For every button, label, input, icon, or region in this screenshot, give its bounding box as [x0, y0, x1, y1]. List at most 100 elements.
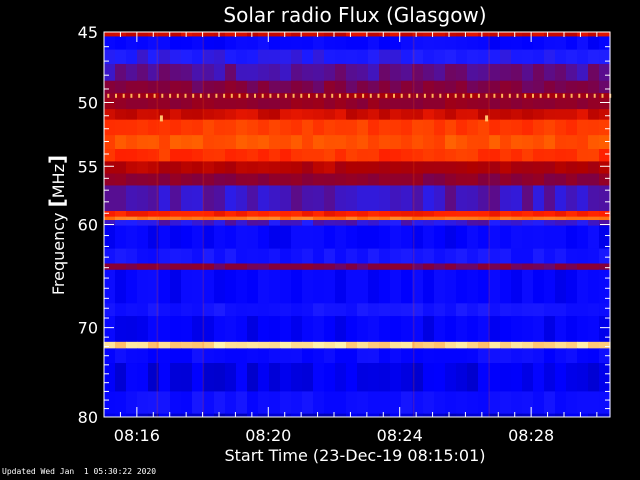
- heatmap-cell: [148, 348, 160, 364]
- heatmap-cell: [423, 161, 435, 174]
- heatmap-cell: [478, 248, 490, 264]
- heatmap-dot: [107, 93, 110, 98]
- heatmap-cell: [291, 248, 303, 264]
- heatmap-cell: [236, 135, 248, 150]
- heatmap-cell: [588, 49, 600, 65]
- heatmap-cell: [214, 109, 226, 121]
- heatmap-cell: [236, 63, 248, 82]
- heatmap-cell: [379, 210, 391, 218]
- heatmap-cell: [192, 32, 204, 37]
- heatmap-cell: [467, 413, 479, 418]
- heatmap-cell: [137, 185, 149, 212]
- heatmap-dot: [300, 93, 303, 98]
- heatmap-cell: [159, 269, 171, 304]
- heatmap-cell: [115, 220, 127, 227]
- heatmap-cell: [236, 210, 248, 218]
- heatmap-cell: [137, 32, 149, 37]
- heatmap-cell: [368, 210, 380, 218]
- heatmap-cell: [280, 36, 292, 51]
- heatmap-cell: [291, 32, 303, 37]
- heatmap-cell: [181, 98, 193, 110]
- heatmap-cell: [412, 161, 424, 174]
- heatmap-cell: [159, 185, 171, 212]
- heatmap-cell: [280, 210, 292, 218]
- heatmap-cell: [236, 363, 248, 392]
- heatmap-cell: [379, 49, 391, 65]
- heatmap-dot: [246, 93, 249, 98]
- heatmap-cell: [390, 216, 402, 221]
- heatmap-cell: [456, 63, 468, 82]
- heatmap-cell: [335, 225, 347, 249]
- heatmap-cell: [500, 93, 512, 99]
- heatmap-cell: [599, 225, 611, 249]
- heatmap-cell: [247, 49, 259, 65]
- heatmap-cell: [170, 36, 182, 51]
- heatmap-cell: [588, 216, 600, 221]
- heatmap-cell: [445, 341, 457, 349]
- heatmap-cell: [357, 363, 369, 392]
- heatmap-cell: [368, 341, 380, 349]
- heatmap-cell: [313, 32, 325, 37]
- heatmap-cell: [522, 220, 534, 227]
- heatmap-dot: [184, 93, 187, 98]
- heatmap-cell: [412, 109, 424, 121]
- heatmap-cell: [456, 248, 468, 264]
- heatmap-cell: [346, 109, 358, 121]
- heatmap-cell: [500, 109, 512, 121]
- heatmap-cell: [423, 363, 435, 392]
- heatmap-cell: [346, 80, 358, 94]
- heatmap-cell: [126, 185, 138, 212]
- heatmap-cell: [126, 149, 138, 162]
- heatmap-cell: [148, 119, 160, 136]
- heatmap-cell: [115, 216, 127, 221]
- heatmap-cell: [379, 303, 391, 317]
- heatmap-cell: [214, 269, 226, 304]
- y-axis-label-main: Frequency: [49, 207, 68, 295]
- heatmap-cell: [236, 93, 248, 99]
- heatmap-cell: [269, 109, 281, 121]
- heatmap-cell: [544, 173, 556, 186]
- heatmap-cell: [456, 109, 468, 121]
- heatmap-cell: [489, 149, 501, 162]
- heatmap-cell: [115, 93, 127, 99]
- heatmap-dot: [338, 93, 341, 98]
- x-tick-label: 08:16: [114, 426, 160, 445]
- heatmap-cell: [467, 109, 479, 121]
- heatmap-cell: [467, 63, 479, 82]
- heatmap-cell: [379, 173, 391, 186]
- heatmap-cell: [522, 391, 534, 415]
- heatmap-cell: [522, 49, 534, 65]
- heatmap-streak: [412, 32, 415, 417]
- heatmap-cell: [269, 93, 281, 99]
- heatmap-cell: [192, 93, 204, 99]
- heatmap-cell: [566, 98, 578, 110]
- heatmap-cell: [302, 303, 314, 317]
- heatmap-cell: [104, 413, 116, 418]
- heatmap-cell: [357, 263, 369, 271]
- heatmap-cell: [346, 36, 358, 51]
- heatmap-cell: [214, 32, 226, 37]
- heatmap-cell: [203, 225, 215, 249]
- heatmap-cell: [269, 161, 281, 174]
- heatmap-cell: [126, 248, 138, 264]
- heatmap-cell: [368, 98, 380, 110]
- y-tick-label: 80: [78, 408, 98, 427]
- heatmap-cell: [346, 363, 358, 392]
- heatmap-cell: [115, 135, 127, 150]
- heatmap-cell: [368, 63, 380, 82]
- heatmap-dot: [431, 93, 434, 98]
- heatmap-cell: [236, 36, 248, 51]
- heatmap-cell: [577, 341, 589, 349]
- heatmap-cell: [544, 269, 556, 304]
- heatmap-streak: [488, 32, 490, 417]
- heatmap-cell: [115, 269, 127, 304]
- heatmap-cell: [291, 98, 303, 110]
- heatmap-cell: [159, 173, 171, 186]
- heatmap-cell: [390, 391, 402, 415]
- heatmap-cell: [577, 185, 589, 212]
- heatmap-cell: [258, 80, 270, 94]
- heatmap-cell: [335, 248, 347, 264]
- heatmap-cell: [401, 49, 413, 65]
- heatmap-cell: [170, 32, 182, 37]
- heatmap-cell: [555, 263, 567, 271]
